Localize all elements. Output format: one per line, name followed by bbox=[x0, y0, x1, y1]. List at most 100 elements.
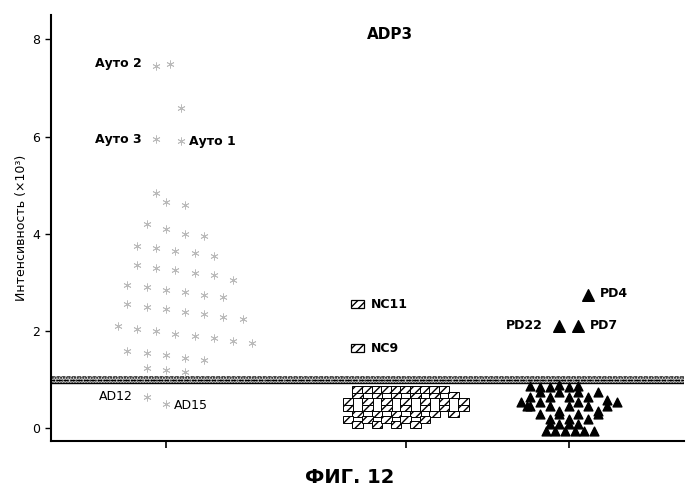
Point bbox=[199, 232, 210, 240]
Point bbox=[170, 266, 181, 274]
Bar bbox=[429, 392, 440, 399]
Bar bbox=[372, 392, 382, 399]
Bar bbox=[362, 405, 373, 411]
Point bbox=[563, 415, 575, 423]
Point bbox=[160, 351, 171, 359]
Point bbox=[122, 281, 133, 289]
Point bbox=[208, 271, 219, 279]
Bar bbox=[362, 386, 373, 393]
Point bbox=[525, 393, 536, 400]
Bar bbox=[419, 405, 430, 411]
Point bbox=[180, 369, 191, 376]
Bar bbox=[410, 411, 421, 417]
Bar bbox=[343, 405, 354, 411]
Point bbox=[563, 393, 575, 400]
Point bbox=[563, 383, 575, 391]
Point bbox=[611, 398, 622, 405]
Point bbox=[180, 288, 191, 296]
Point bbox=[535, 388, 546, 396]
Point bbox=[175, 137, 187, 145]
Point bbox=[122, 347, 133, 355]
Point bbox=[227, 276, 238, 284]
Point bbox=[540, 427, 552, 435]
Text: NC11: NC11 bbox=[371, 298, 408, 311]
Bar bbox=[401, 405, 411, 411]
Point bbox=[180, 230, 191, 238]
Text: PD4: PD4 bbox=[600, 287, 628, 300]
Bar bbox=[362, 399, 373, 405]
Point bbox=[592, 410, 603, 418]
Point bbox=[515, 398, 526, 405]
Bar bbox=[372, 411, 382, 417]
Text: ФИГ. 12: ФИГ. 12 bbox=[305, 468, 394, 487]
Point bbox=[112, 322, 123, 330]
Point bbox=[554, 420, 565, 428]
Bar bbox=[381, 416, 391, 423]
Point bbox=[573, 382, 584, 390]
Text: Ауто 3: Ауто 3 bbox=[95, 132, 141, 146]
Y-axis label: Интенсивность (×10³): Интенсивность (×10³) bbox=[15, 154, 28, 301]
Bar bbox=[401, 416, 411, 423]
Point bbox=[141, 393, 152, 400]
Bar bbox=[352, 386, 363, 393]
Point bbox=[602, 402, 613, 410]
Point bbox=[131, 262, 143, 270]
Point bbox=[180, 354, 191, 362]
Point bbox=[544, 402, 555, 410]
Bar bbox=[401, 386, 411, 393]
Point bbox=[150, 62, 161, 70]
Point bbox=[573, 420, 584, 428]
Bar bbox=[352, 392, 363, 399]
Point bbox=[199, 310, 210, 318]
Point bbox=[150, 264, 161, 272]
Point bbox=[544, 383, 555, 391]
Text: Ауто 1: Ауто 1 bbox=[189, 135, 236, 148]
Point bbox=[554, 381, 565, 389]
Bar bbox=[439, 405, 449, 411]
Bar bbox=[419, 399, 430, 405]
Bar bbox=[410, 386, 421, 393]
Point bbox=[141, 283, 152, 291]
Point bbox=[554, 388, 565, 396]
Point bbox=[592, 388, 603, 396]
Point bbox=[602, 396, 613, 404]
Point bbox=[554, 322, 565, 330]
Point bbox=[559, 427, 570, 435]
Point bbox=[160, 286, 171, 294]
Point bbox=[141, 364, 152, 371]
Point bbox=[582, 291, 593, 299]
Point bbox=[573, 388, 584, 396]
Point bbox=[218, 293, 229, 301]
Bar bbox=[372, 386, 382, 393]
Point bbox=[170, 247, 181, 255]
Bar bbox=[458, 399, 468, 405]
Point bbox=[141, 220, 152, 228]
Point bbox=[554, 407, 565, 415]
Text: Ауто 2: Ауто 2 bbox=[95, 57, 141, 70]
Point bbox=[150, 188, 161, 196]
Text: ADP3: ADP3 bbox=[367, 27, 413, 42]
Bar bbox=[343, 416, 354, 423]
Bar bbox=[448, 392, 459, 399]
Bar bbox=[410, 421, 421, 428]
Point bbox=[592, 407, 603, 415]
Bar bbox=[439, 386, 449, 393]
Point bbox=[189, 249, 200, 257]
Bar bbox=[351, 344, 364, 352]
Bar bbox=[429, 386, 440, 393]
Point bbox=[535, 410, 546, 418]
Point bbox=[199, 291, 210, 299]
Point bbox=[582, 393, 593, 400]
Point bbox=[160, 198, 171, 206]
Text: PD22: PD22 bbox=[505, 319, 542, 332]
Point bbox=[569, 427, 580, 435]
Bar bbox=[352, 421, 363, 428]
Bar bbox=[343, 399, 354, 405]
Point bbox=[208, 335, 219, 342]
Bar bbox=[381, 399, 391, 405]
Point bbox=[582, 415, 593, 423]
Point bbox=[550, 427, 561, 435]
Point bbox=[160, 400, 171, 408]
Point bbox=[175, 104, 187, 112]
Point bbox=[227, 337, 238, 345]
